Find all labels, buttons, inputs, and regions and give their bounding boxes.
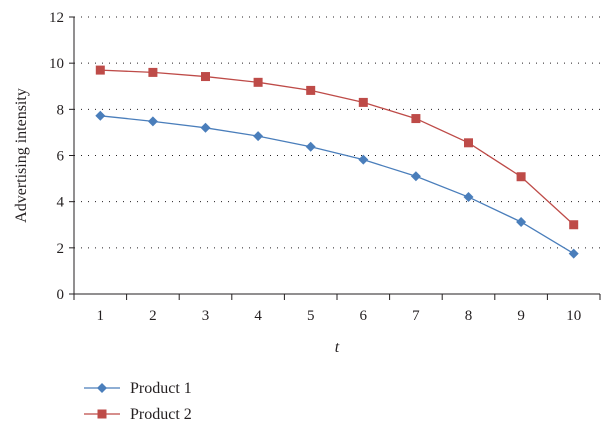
y-tick-label: 12 (49, 10, 64, 26)
data-point (569, 220, 579, 230)
y-tick-label: 8 (57, 102, 65, 118)
legend-item-1: Product 1 (84, 380, 192, 397)
y-axis-title: Advertising intensity (13, 88, 30, 223)
y-tick-label: 4 (57, 195, 65, 211)
x-tick-label: 8 (465, 308, 473, 324)
legend-label: Product 1 (130, 380, 192, 397)
data-point (200, 122, 211, 133)
data-point (411, 114, 421, 124)
data-point (305, 141, 316, 152)
x-tick-label: 10 (566, 308, 581, 324)
y-tick-label: 0 (57, 287, 65, 303)
data-point (516, 216, 527, 227)
x-tick-label: 6 (360, 308, 368, 324)
data-point (358, 154, 369, 165)
data-point (410, 171, 421, 182)
x-axis-title: t (335, 339, 340, 356)
data-point (463, 192, 474, 203)
gridlines (74, 16, 600, 249)
data-point (147, 116, 158, 127)
legend: Product 1 Product 2 (84, 380, 192, 423)
legend-label: Product 2 (130, 406, 192, 423)
data-point (95, 65, 105, 75)
series-line (100, 69, 575, 226)
x-tick-label: 9 (517, 308, 525, 324)
data-point (464, 138, 473, 148)
data-point (148, 67, 158, 77)
data-point (201, 72, 210, 82)
plot-series (95, 65, 579, 259)
x-tick-label: 1 (97, 308, 105, 324)
x-axis-ticks: 1 2 3 4 5 6 7 8 9 10 (73, 294, 601, 324)
data-point (253, 77, 263, 87)
y-axis-ticks: 0 2 4 6 8 10 12 (49, 10, 74, 303)
series-2 (95, 65, 579, 230)
y-tick-label: 10 (49, 56, 64, 72)
legend-marker (97, 409, 107, 419)
x-tick-label: 2 (149, 308, 157, 324)
series-line (100, 115, 575, 255)
axes (73, 17, 600, 295)
x-tick-label: 7 (412, 308, 420, 324)
x-tick-label: 3 (202, 308, 210, 324)
y-tick-label: 2 (57, 241, 65, 257)
data-point (306, 85, 316, 95)
data-point (253, 131, 264, 142)
data-point (95, 110, 106, 121)
series-1 (95, 110, 579, 259)
data-point (516, 172, 526, 182)
x-tick-label: 5 (307, 308, 315, 324)
data-point (358, 97, 368, 107)
legend-item-2: Product 2 (84, 406, 192, 423)
x-tick-label: 4 (254, 308, 262, 324)
data-point (568, 248, 579, 259)
y-tick-label: 6 (57, 149, 65, 165)
legend-marker (97, 383, 107, 393)
